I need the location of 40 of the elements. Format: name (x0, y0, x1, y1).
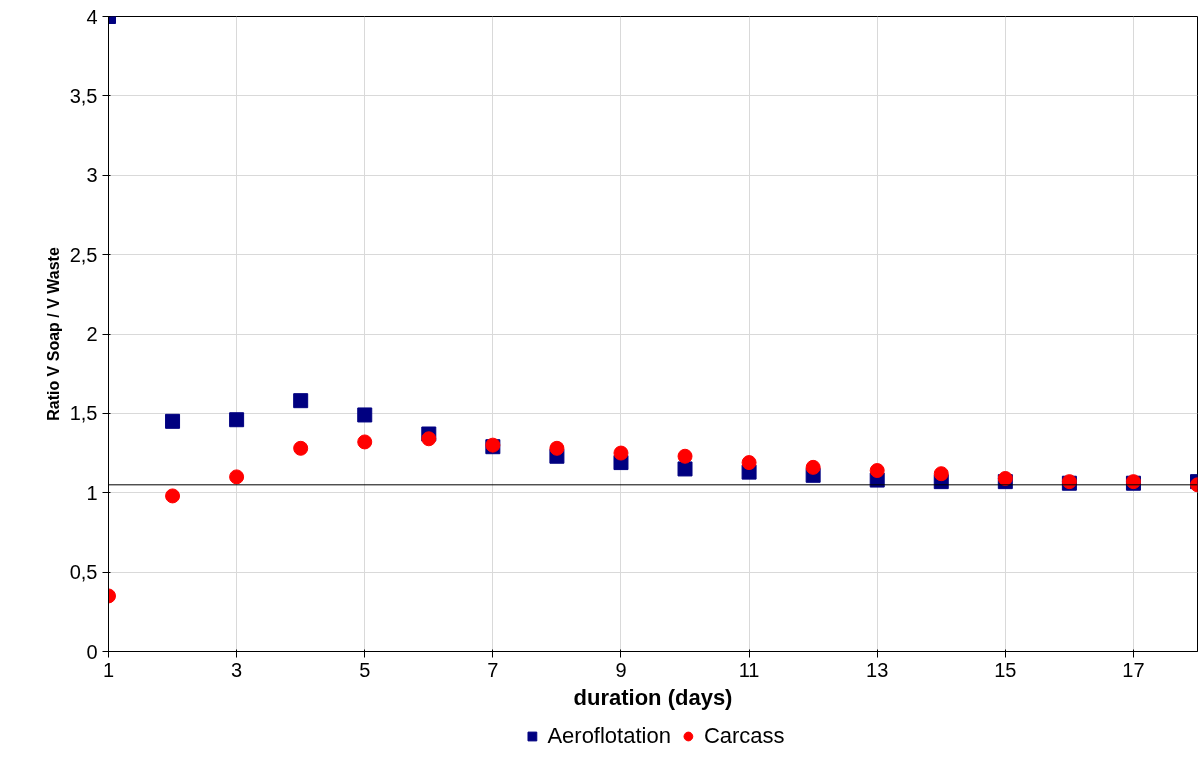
point (933, 466, 949, 482)
x-tick-label: 3 (231, 658, 243, 681)
x-tick-label: 13 (866, 658, 889, 681)
x-tick-label: 5 (359, 658, 371, 681)
x-tick-label: 11 (738, 658, 760, 681)
point (229, 469, 245, 485)
y-tick-label: 3,5 (69, 84, 98, 107)
x-tick-label: 15 (994, 658, 1017, 681)
y-axis-title: Ratio V Soap / V Waste (44, 247, 62, 421)
point (677, 461, 693, 477)
x-tick-label: 17 (1122, 658, 1145, 681)
y-tick-label: 2,5 (69, 243, 98, 266)
y-tick-label: 4 (86, 5, 98, 28)
y-tick-label: 0,5 (69, 561, 98, 584)
y-tick-label: 1,5 (69, 402, 98, 425)
point (549, 440, 565, 456)
point (293, 440, 309, 456)
point (293, 393, 309, 409)
point (165, 488, 181, 504)
y-tick-label: 0 (86, 640, 98, 663)
x-axis-title: duration (days) (573, 684, 733, 710)
point (997, 470, 1013, 486)
x-tick-label: 9 (615, 658, 627, 681)
point (421, 431, 437, 447)
point (677, 448, 693, 464)
point (357, 407, 373, 423)
y-tick-label: 1 (86, 481, 98, 504)
point (805, 459, 821, 475)
legend-label: Aeroflotation (547, 723, 671, 749)
y-tick-label: 2 (86, 323, 98, 345)
point (741, 455, 757, 471)
point (869, 463, 885, 479)
point (613, 445, 629, 461)
x-tick-label: 1 (102, 658, 115, 681)
y-tick-label: 3 (86, 164, 98, 187)
legend-label: Carcass (703, 723, 785, 749)
point (357, 434, 373, 450)
point (165, 413, 181, 429)
point (229, 412, 245, 428)
x-tick-label: 7 (487, 658, 499, 681)
